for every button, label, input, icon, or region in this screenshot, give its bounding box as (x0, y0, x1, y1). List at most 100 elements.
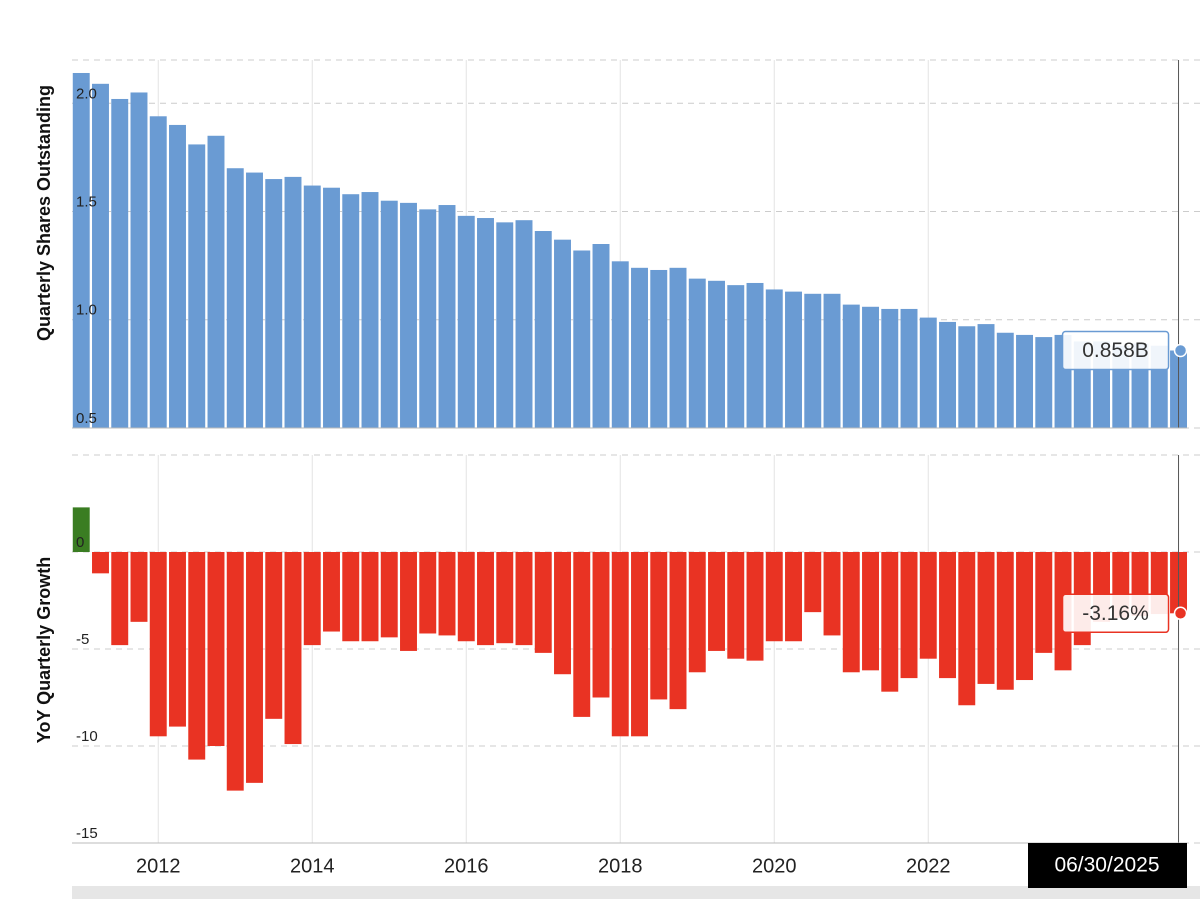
bar (688, 552, 706, 673)
bar (92, 83, 109, 428)
bar (881, 552, 899, 692)
bar (804, 552, 822, 613)
bar (72, 72, 90, 429)
x-tick-label: 2018 (598, 855, 643, 877)
y-tick-label: 0.5 (76, 410, 97, 427)
bar (631, 552, 648, 737)
bar (380, 552, 398, 638)
bar (939, 552, 956, 679)
bar (188, 552, 206, 760)
bar (958, 552, 976, 706)
tooltip-box (1061, 593, 1170, 634)
bar (361, 192, 379, 428)
bar (611, 261, 629, 428)
tooltip-date: 06/30/2025 (1054, 854, 1159, 877)
y-tick-label: 1.5 (76, 193, 97, 210)
bar (438, 205, 456, 428)
bar (1016, 334, 1033, 428)
bar (515, 220, 533, 428)
bar (303, 552, 321, 646)
bar (419, 552, 437, 634)
bar (862, 552, 879, 671)
bar (380, 200, 398, 428)
bar (958, 326, 976, 428)
y-tick-label: 0 (76, 534, 84, 551)
bar (592, 552, 610, 698)
tooltip-value: -3.16% (1082, 602, 1149, 625)
bar (688, 278, 706, 428)
bar (226, 552, 244, 791)
bar (631, 267, 648, 428)
bar (265, 552, 283, 719)
bar (342, 194, 360, 428)
bar (284, 176, 302, 428)
bar (130, 92, 148, 429)
bar (881, 308, 899, 428)
x-tick-label: 2012 (136, 855, 181, 877)
bar (130, 552, 148, 622)
bar (842, 304, 860, 428)
bar (207, 135, 225, 428)
bar (573, 552, 591, 717)
x-tick-label: 2022 (906, 855, 951, 877)
y-tick-label: -15 (76, 825, 98, 842)
tooltip-box (1061, 330, 1170, 371)
bar (323, 552, 340, 632)
y-axis-title: Quarterly Shares Outstanding (34, 85, 54, 341)
y-tick-label: 1.0 (76, 302, 97, 319)
bar (862, 306, 879, 428)
bar (804, 293, 822, 428)
bar (746, 282, 764, 428)
bar (169, 124, 186, 429)
bar (534, 552, 552, 653)
bar (477, 552, 494, 646)
y-tick-label: -5 (76, 631, 89, 648)
bar (226, 168, 244, 428)
bar (111, 552, 129, 646)
bar (785, 291, 802, 428)
bar (207, 552, 225, 746)
bar (842, 552, 860, 673)
bar (457, 552, 475, 642)
bar (361, 552, 379, 642)
scrollbar[interactable] (72, 886, 1200, 899)
bar (823, 293, 841, 428)
bar (149, 116, 167, 429)
bar (765, 289, 783, 428)
bar (554, 239, 571, 428)
bar (669, 552, 687, 710)
bar (592, 244, 610, 428)
bar (919, 552, 937, 659)
bar (727, 285, 745, 428)
bar (573, 250, 591, 428)
bar (650, 269, 668, 428)
bar (477, 218, 494, 428)
bar (169, 552, 186, 727)
bar (1035, 337, 1053, 428)
x-tick-label: 2016 (444, 855, 489, 877)
bar (977, 552, 995, 684)
tooltip-value: 0.858B (1082, 339, 1149, 362)
bar (246, 552, 263, 783)
bar (611, 552, 629, 737)
bar (534, 231, 552, 428)
bar (265, 179, 283, 428)
bar (765, 552, 783, 642)
x-tick-label: 2014 (290, 855, 335, 877)
bar (996, 332, 1014, 428)
bar (900, 308, 918, 428)
y-tick-label: 2.0 (76, 85, 97, 102)
y-axis-title: YoY Quarterly Growth (34, 557, 54, 743)
bar (1035, 552, 1053, 653)
bar (823, 552, 841, 636)
bar (919, 317, 937, 428)
bar (188, 144, 206, 428)
bar (554, 552, 571, 675)
bar (650, 552, 668, 700)
bar (438, 552, 456, 636)
bar (342, 552, 360, 642)
bar (708, 552, 725, 651)
bar (996, 552, 1014, 690)
